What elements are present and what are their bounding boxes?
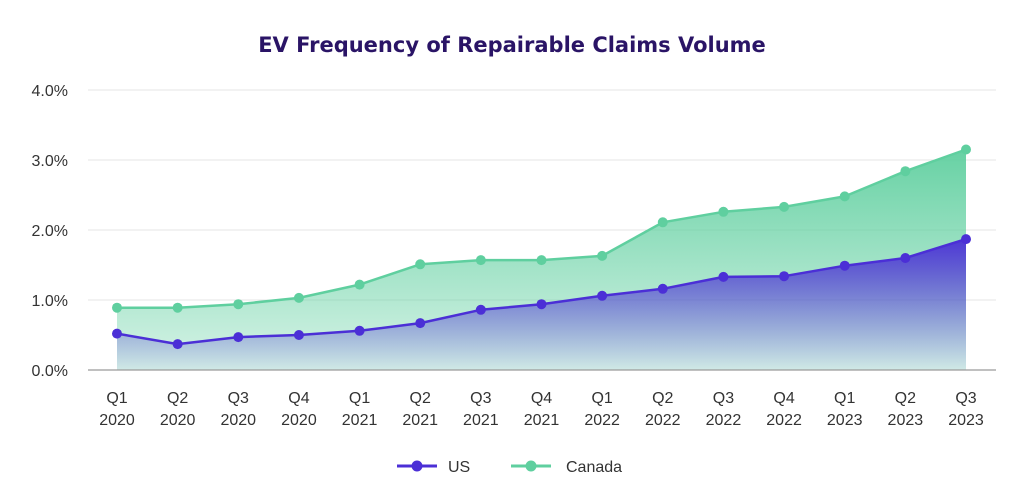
legend-swatch-marker xyxy=(525,460,537,472)
point-us xyxy=(657,283,668,294)
y-axis: 0.0% 1.0% 2.0% 3.0% 4.0% xyxy=(32,83,996,380)
x-tick-label-year: 2020 xyxy=(281,412,317,429)
legend: US Canada xyxy=(397,459,622,476)
point-us xyxy=(293,330,304,340)
x-tick-label-year: 2021 xyxy=(463,412,499,429)
point-canada xyxy=(233,299,244,310)
point-us xyxy=(839,260,850,271)
y-tick-label: 1.0% xyxy=(32,293,68,310)
legend-label: US xyxy=(448,459,470,476)
point-us xyxy=(233,332,244,343)
point-canada xyxy=(172,302,183,313)
point-us xyxy=(779,271,790,282)
x-tick-label-quarter: Q3 xyxy=(470,390,491,407)
point-canada xyxy=(597,250,608,261)
point-us xyxy=(900,253,911,263)
x-tick-label-year: 2021 xyxy=(342,412,378,429)
legend-item-us: US xyxy=(397,459,470,476)
point-canada xyxy=(354,279,365,290)
legend-label: Canada xyxy=(566,459,622,476)
x-tick-label-quarter: Q2 xyxy=(410,390,431,407)
x-tick-label-quarter: Q2 xyxy=(895,390,916,407)
point-canada xyxy=(415,259,426,270)
point-canada xyxy=(718,206,729,217)
point-canada xyxy=(293,292,304,303)
x-tick-label-year: 2023 xyxy=(827,412,863,429)
legend-swatch-marker xyxy=(411,460,423,472)
point-us xyxy=(475,304,486,315)
x-tick-label-year: 2022 xyxy=(706,412,742,429)
x-tick-label-year: 2020 xyxy=(220,412,256,429)
x-tick-label-year: 2020 xyxy=(160,412,196,429)
point-canada xyxy=(839,191,850,202)
y-tick-label: 2.0% xyxy=(32,223,68,240)
point-us xyxy=(172,339,183,350)
point-us xyxy=(718,271,729,282)
x-tick-label-quarter: Q1 xyxy=(349,390,370,407)
point-us xyxy=(597,290,608,301)
point-canada xyxy=(112,302,122,313)
x-tick-label-year: 2022 xyxy=(766,412,802,429)
point-canada xyxy=(475,255,486,266)
x-tick-label-year: 2020 xyxy=(99,412,135,429)
x-tick-label-quarter: Q3 xyxy=(713,390,734,407)
point-canada xyxy=(779,201,790,212)
x-tick-label-quarter: Q4 xyxy=(288,390,309,407)
x-tick-label-quarter: Q1 xyxy=(591,390,612,407)
data-points xyxy=(112,144,971,350)
point-us xyxy=(354,325,365,336)
y-tick-label: 0.0% xyxy=(32,363,68,380)
x-tick-label-quarter: Q3 xyxy=(955,390,976,407)
point-canada xyxy=(536,255,547,266)
point-us xyxy=(961,234,971,245)
legend-item-canada: Canada xyxy=(511,459,622,476)
x-tick-label-year: 2023 xyxy=(948,412,984,429)
x-tick-label-quarter: Q4 xyxy=(773,390,794,407)
x-tick-label-year: 2022 xyxy=(645,412,681,429)
point-canada xyxy=(657,217,668,228)
chart-title: EV Frequency of Repairable Claims Volume xyxy=(258,33,766,57)
x-tick-label-year: 2021 xyxy=(402,412,438,429)
x-tick-label-year: 2023 xyxy=(888,412,924,429)
x-tick-label-quarter: Q3 xyxy=(228,390,249,407)
x-axis: Q1 2020 Q2 2020 Q3 2020 Q4 2020 Q1 2021 Q2 2021 Q3 20… xyxy=(99,390,984,429)
x-tick-label-year: 2021 xyxy=(524,412,560,429)
point-canada xyxy=(900,166,911,177)
point-canada xyxy=(961,144,971,155)
y-tick-label: 4.0% xyxy=(32,83,68,100)
point-us xyxy=(536,299,547,310)
x-tick-label-quarter: Q2 xyxy=(652,390,673,407)
point-us xyxy=(112,328,122,339)
x-tick-label-quarter: Q4 xyxy=(531,390,552,407)
point-us xyxy=(415,318,426,329)
x-tick-label-quarter: Q1 xyxy=(106,390,127,407)
x-tick-label-quarter: Q2 xyxy=(167,390,188,407)
x-tick-label-year: 2022 xyxy=(584,412,620,429)
x-tick-label-quarter: Q1 xyxy=(834,390,855,407)
y-tick-label: 3.0% xyxy=(32,153,68,170)
